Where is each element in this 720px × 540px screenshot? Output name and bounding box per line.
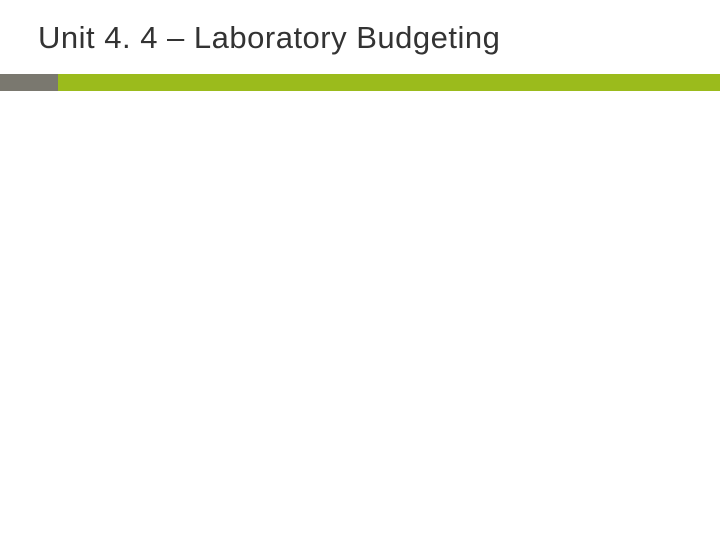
divider-bar <box>0 74 720 91</box>
slide-title: Unit 4. 4 – Laboratory Budgeting <box>38 20 500 56</box>
divider-green-segment <box>58 74 720 91</box>
divider-gray-segment <box>0 74 58 91</box>
slide-container: Unit 4. 4 – Laboratory Budgeting <box>0 0 720 540</box>
